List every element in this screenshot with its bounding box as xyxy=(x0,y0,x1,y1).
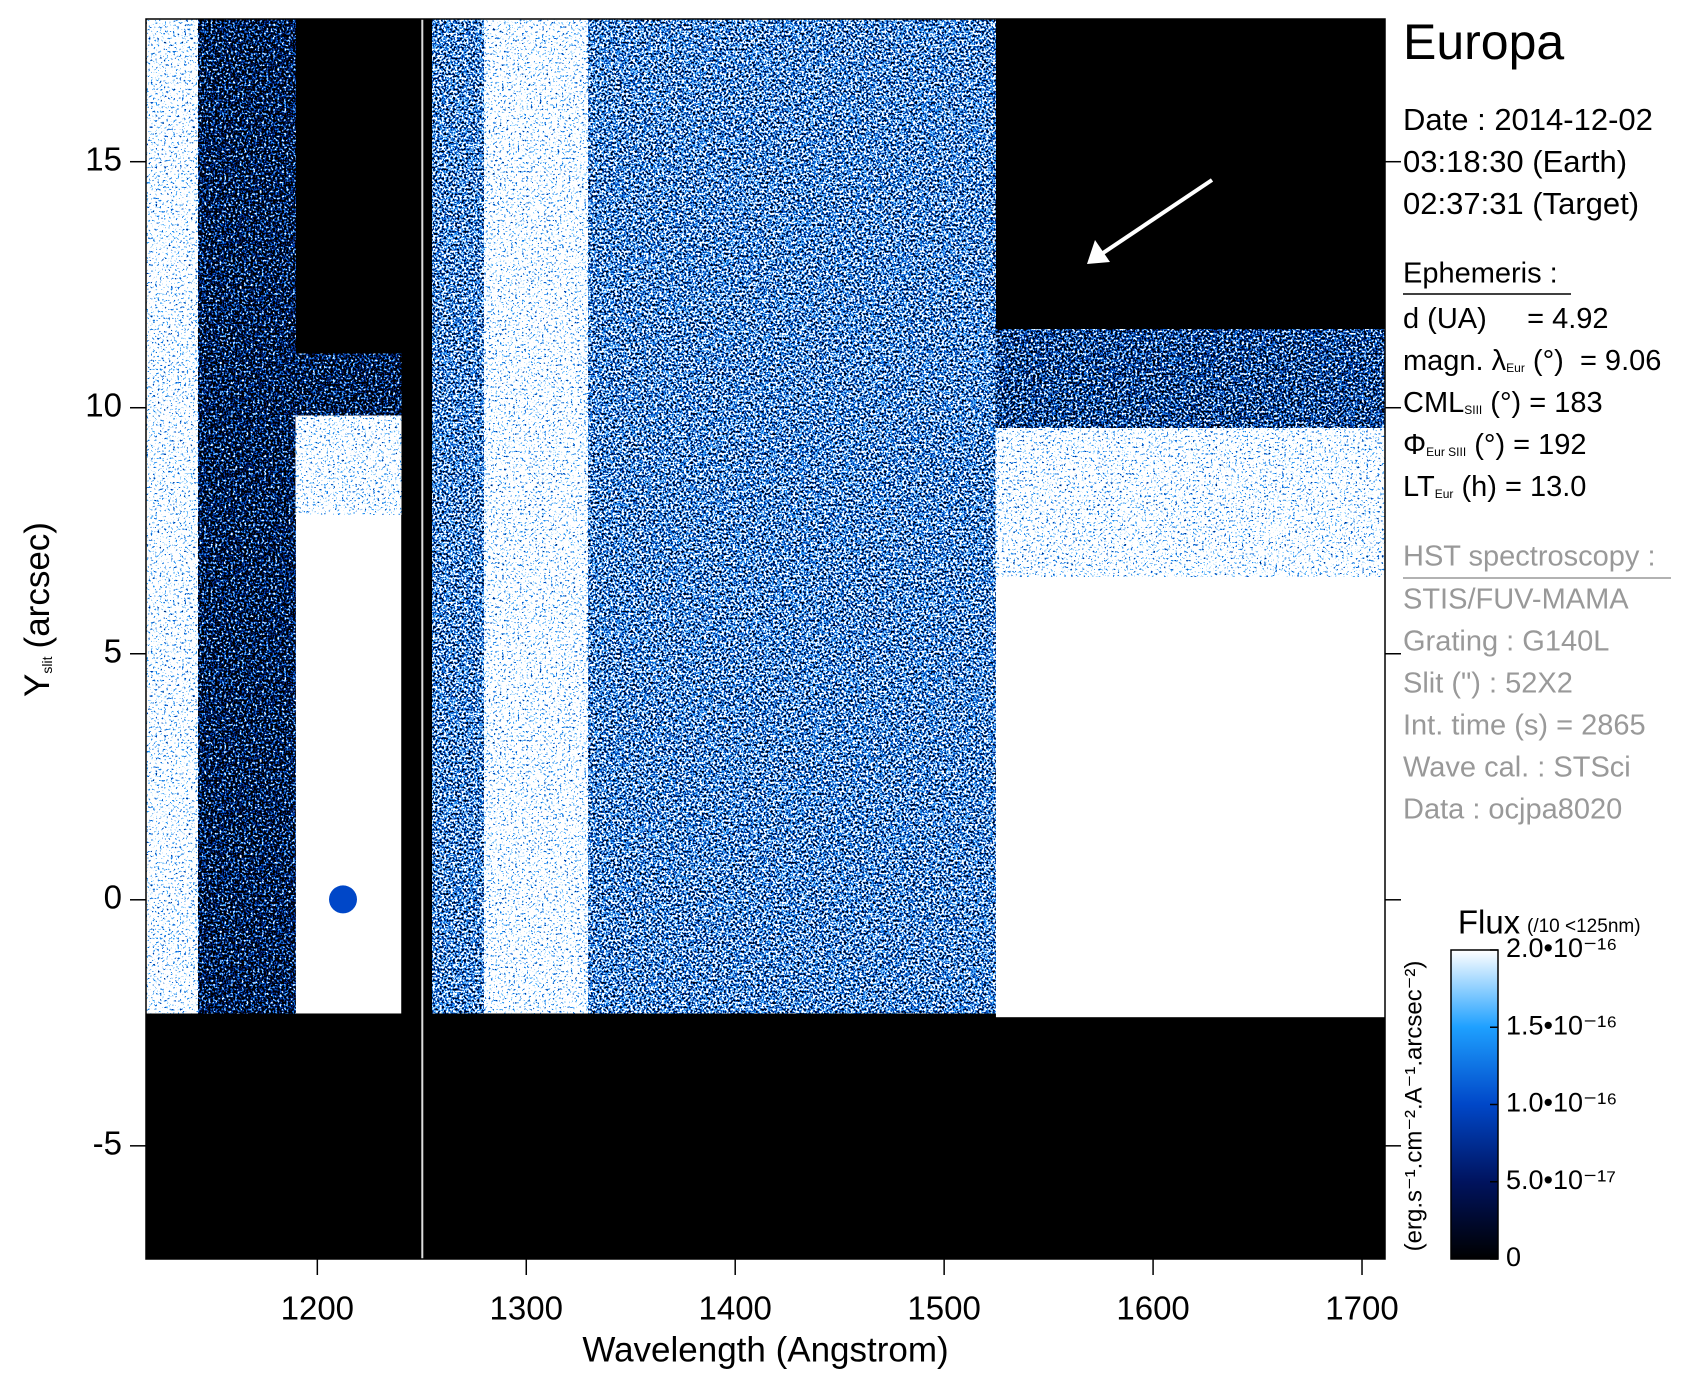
x-tick-label: 1500 xyxy=(907,1290,980,1327)
x-tick-label: 1300 xyxy=(490,1290,563,1327)
y-axis-label-main: Y xyxy=(18,674,57,697)
ephemeris-rest: (°) = 183 xyxy=(1482,387,1602,419)
colorbar-note: (/10 <125nm) xyxy=(1527,916,1641,937)
date-line: 02:37:31 (Target) xyxy=(1403,186,1639,221)
hst-title: HST spectroscopy : xyxy=(1403,541,1656,573)
colorbar-tick-label: 5.0•10⁻¹⁷ xyxy=(1506,1165,1616,1195)
plot-frame xyxy=(145,18,1386,1260)
colorbar-title: Flux xyxy=(1458,904,1521,941)
y-axis-label-unit: (arcsec) xyxy=(18,522,57,648)
date-line: 03:18:30 (Earth) xyxy=(1403,144,1627,179)
ephemeris-sub: Eur SIII xyxy=(1426,445,1466,459)
arrow-head xyxy=(1087,240,1110,264)
hst-line: Data : ocjpa8020 xyxy=(1403,794,1622,826)
ephemeris-line: d (UA) = 4.92 xyxy=(1403,303,1609,335)
colorbar-tick-label: 1.5•10⁻¹⁶ xyxy=(1506,1010,1617,1040)
colorbar-tick-label: 0 xyxy=(1506,1242,1521,1272)
y-tick-label: 10 xyxy=(85,386,122,423)
ephemeris-rest: (°) = 9.06 xyxy=(1525,345,1662,377)
ephemeris-text: CML xyxy=(1403,387,1464,419)
ephemeris-line: magn. λEur (°) = 9.06 xyxy=(1403,345,1661,377)
ephemeris-sub: SIII xyxy=(1464,403,1482,417)
hst-line: Grating : G140L xyxy=(1403,626,1609,658)
y-axis-label: Yslit (arcsec) xyxy=(18,522,57,697)
hst-line: Int. time (s) = 2865 xyxy=(1403,710,1646,742)
ephemeris-sub: Eur xyxy=(1435,487,1454,501)
y-tick-label: 0 xyxy=(104,879,122,916)
ephemeris-line: LTEur (h) = 13.0 xyxy=(1403,471,1586,503)
ephemeris-line: CMLSIII (°) = 183 xyxy=(1403,387,1603,419)
hst-line: STIS/FUV-MAMA xyxy=(1403,584,1629,616)
ephemeris-line: ΦEur SIII (°) = 192 xyxy=(1403,429,1587,461)
colorbar-tick-label: 1.0•10⁻¹⁶ xyxy=(1506,1088,1617,1118)
x-tick-label: 1400 xyxy=(698,1290,771,1327)
ephemeris-rest: (h) = 13.0 xyxy=(1453,471,1586,503)
x-tick-label: 1200 xyxy=(281,1290,354,1327)
ephemeris-sub: Eur xyxy=(1506,361,1525,375)
target-title: Europa xyxy=(1403,14,1564,70)
colorbar-label: (erg.s⁻¹.cm⁻².A⁻¹.arcsec⁻²) xyxy=(1400,961,1427,1252)
ephemeris-text: Φ xyxy=(1403,429,1426,461)
y-axis-label-sub: slit xyxy=(39,656,55,673)
date-line: Date : 2014-12-02 xyxy=(1403,102,1653,137)
arrow xyxy=(1098,178,1214,257)
x-tick-label: 1700 xyxy=(1325,1290,1398,1327)
ephemeris-text: LT xyxy=(1403,471,1435,503)
spectrogram xyxy=(146,19,1385,1259)
x-tick-label: 1600 xyxy=(1116,1290,1189,1327)
y-tick-label: 15 xyxy=(85,140,122,177)
x-axis-label: Wavelength (Angstrom) xyxy=(582,1330,948,1369)
ephemeris-rest: (°) = 192 xyxy=(1466,429,1586,461)
ephemeris-title: Ephemeris : xyxy=(1403,258,1558,290)
y-tick-label: -5 xyxy=(93,1125,122,1162)
colorbar-tick-label: 2.0•10⁻¹⁶ xyxy=(1506,933,1617,963)
ephemeris-text: magn. λ xyxy=(1403,345,1507,377)
hst-line: Wave cal. : STSci xyxy=(1403,752,1631,784)
y-tick-label: 5 xyxy=(104,632,122,669)
ephemeris-text: d (UA) = 4.92 xyxy=(1403,303,1609,335)
hst-line: Slit (") : 52X2 xyxy=(1403,668,1573,700)
